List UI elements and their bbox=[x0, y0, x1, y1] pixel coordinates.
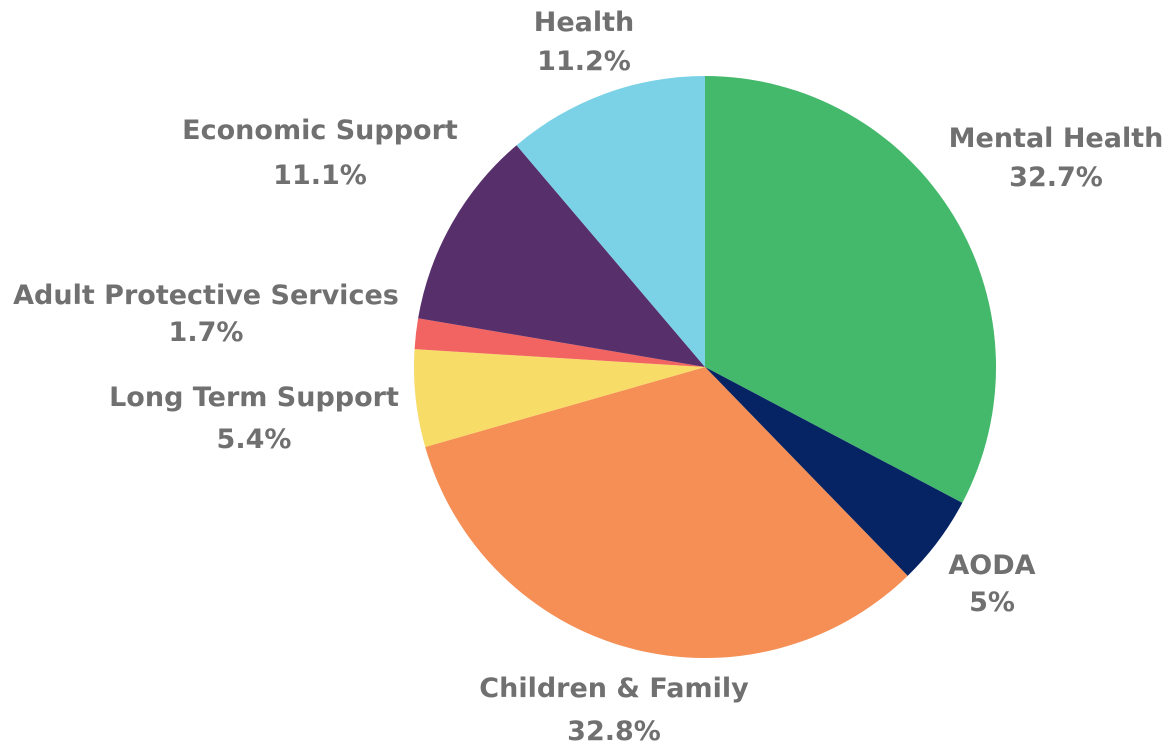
slice-label-aoda: AODA 5% bbox=[948, 550, 1035, 618]
slice-name-long-term-support: Long Term Support bbox=[109, 382, 399, 413]
pie-slice-long-term-support bbox=[414, 349, 705, 447]
slice-value-aoda: 5% bbox=[969, 587, 1015, 618]
slice-name-children-family: Children & Family bbox=[479, 673, 749, 704]
slice-label-economic-support: Economic Support 11.1% bbox=[182, 115, 458, 191]
slice-label-children-family: Children & Family 32.8% bbox=[479, 673, 749, 747]
slice-label-long-term-support: Long Term Support 5.4% bbox=[109, 382, 399, 455]
slice-value-children-family: 32.8% bbox=[567, 716, 661, 747]
pie-slice-mental-health bbox=[705, 76, 996, 503]
slice-label-mental-health: Mental Health 32.7% bbox=[949, 123, 1164, 193]
slice-name-health: Health bbox=[534, 7, 635, 38]
slice-value-mental-health: 32.7% bbox=[1009, 162, 1103, 193]
pie-slice-children-family bbox=[425, 367, 908, 658]
slice-value-health: 11.2% bbox=[537, 46, 631, 77]
slice-name-economic-support: Economic Support bbox=[182, 115, 458, 146]
pie-slice-aoda bbox=[705, 367, 963, 576]
slice-value-economic-support: 11.1% bbox=[273, 160, 367, 191]
pie-slice-adult-protective-services bbox=[414, 318, 705, 367]
slice-name-adult-protective-services: Adult Protective Services bbox=[13, 280, 399, 311]
slice-name-aoda: AODA bbox=[948, 550, 1035, 581]
slice-label-health: Health 11.2% bbox=[534, 7, 635, 77]
slice-value-long-term-support: 5.4% bbox=[217, 424, 292, 455]
slice-name-mental-health: Mental Health bbox=[949, 123, 1164, 154]
pie-slice-economic-support bbox=[418, 145, 705, 367]
slice-label-adult-protective-services: Adult Protective Services 1.7% bbox=[13, 280, 399, 348]
slice-value-adult-protective-services: 1.7% bbox=[169, 317, 244, 348]
pie-slices bbox=[414, 76, 996, 658]
pie-slice-health bbox=[516, 76, 705, 367]
